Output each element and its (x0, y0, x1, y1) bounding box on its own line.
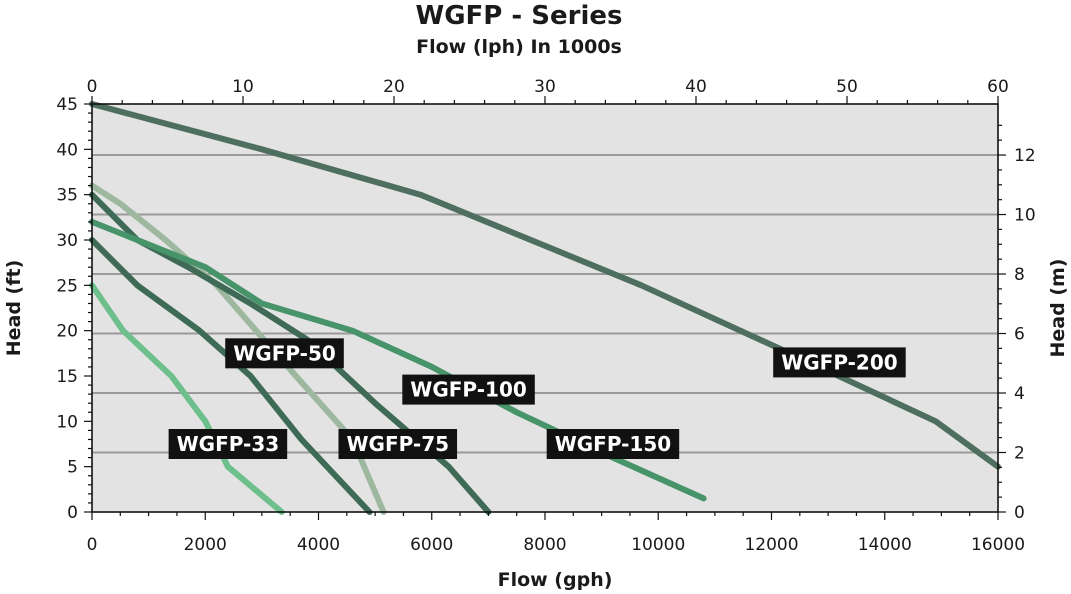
y2-tick-label: 0 (1014, 503, 1025, 523)
series-label-text: WGFP-100 (410, 378, 527, 402)
x-axis-title: Flow (gph) (498, 569, 613, 591)
y-tick-label: 0 (67, 503, 78, 523)
axis-ticks (84, 96, 1006, 520)
series-label-wgfp-50: WGFP-50 (225, 338, 344, 369)
x2-tick-label: 20 (383, 77, 405, 97)
x-tick-label: 12000 (744, 535, 798, 555)
y2-tick-label: 6 (1014, 325, 1025, 345)
series-label-text: WGFP-33 (177, 432, 280, 456)
x2-tick-label: 50 (836, 77, 858, 97)
series-label-box (546, 429, 680, 459)
x-tick-label: 10000 (631, 535, 685, 555)
chart-subtitle: Flow (lph) In 1000s (416, 36, 622, 58)
y2-axis-title: Head (m) (1047, 259, 1069, 358)
chart-title: WGFP - Series (416, 1, 623, 31)
x-tick-label: 16000 (971, 535, 1025, 555)
series-label-box (338, 429, 458, 459)
x2-tick-label: 0 (87, 77, 98, 97)
y2-tick-label: 8 (1014, 265, 1025, 285)
x-tick-label: 0 (87, 535, 98, 555)
x2-tick-label: 60 (987, 77, 1009, 97)
series-label-wgfp-75: WGFP-75 (338, 429, 458, 459)
series-label-text: WGFP-50 (233, 341, 336, 365)
series-label-text: WGFP-75 (346, 432, 449, 456)
y-tick-label: 5 (67, 458, 78, 478)
series-line-wgfp-50 (89, 237, 373, 515)
y-tick-label: 30 (56, 231, 78, 251)
series-line-wgfp-200 (89, 101, 1001, 470)
series-label-wgfp-200: WGFP-200 (773, 347, 906, 378)
x-tick-label: 4000 (297, 535, 340, 555)
series-label-box (773, 347, 906, 378)
series-label-text: WGFP-150 (555, 432, 672, 456)
x-tick-label: 2000 (184, 535, 227, 555)
x2-tick-label: 30 (534, 77, 556, 97)
y-tick-label: 45 (56, 95, 78, 115)
x-tick-label: 14000 (858, 535, 912, 555)
y2-tick-label: 10 (1014, 206, 1036, 226)
series-line-wgfp-33 (89, 282, 285, 515)
x2-tick-label: 10 (232, 77, 254, 97)
y-axis-title: Head (ft) (3, 260, 25, 357)
x2-tick-label: 40 (685, 77, 707, 97)
series-label-wgfp-33: WGFP-33 (168, 429, 288, 459)
y-tick-label: 35 (56, 186, 78, 206)
y-tick-label: 40 (56, 140, 78, 160)
series-label-box (402, 374, 535, 405)
series-label-box (168, 429, 288, 459)
x-tick-label: 8000 (523, 535, 566, 555)
series-labels: WGFP-33 WGFP-50 WGFP-75 WGFP-100 WGFP-150 WGF… (168, 338, 906, 459)
y-tick-label: 20 (56, 322, 78, 342)
series-label-wgfp-100: WGFP-100 (402, 374, 535, 405)
series-label-text: WGFP-200 (781, 350, 898, 374)
y-tick-label: 25 (56, 276, 78, 296)
y2-tick-label: 2 (1014, 444, 1025, 464)
series-line-wgfp-75 (89, 182, 387, 515)
y-tick-label: 15 (56, 367, 78, 387)
series-label-wgfp-150: WGFP-150 (546, 429, 680, 459)
y2-tick-label: 12 (1014, 146, 1036, 166)
y2-tick-label: 4 (1014, 384, 1025, 404)
series-label-box (225, 338, 344, 369)
y-tick-label: 10 (56, 412, 78, 432)
x-tick-label: 6000 (410, 535, 453, 555)
